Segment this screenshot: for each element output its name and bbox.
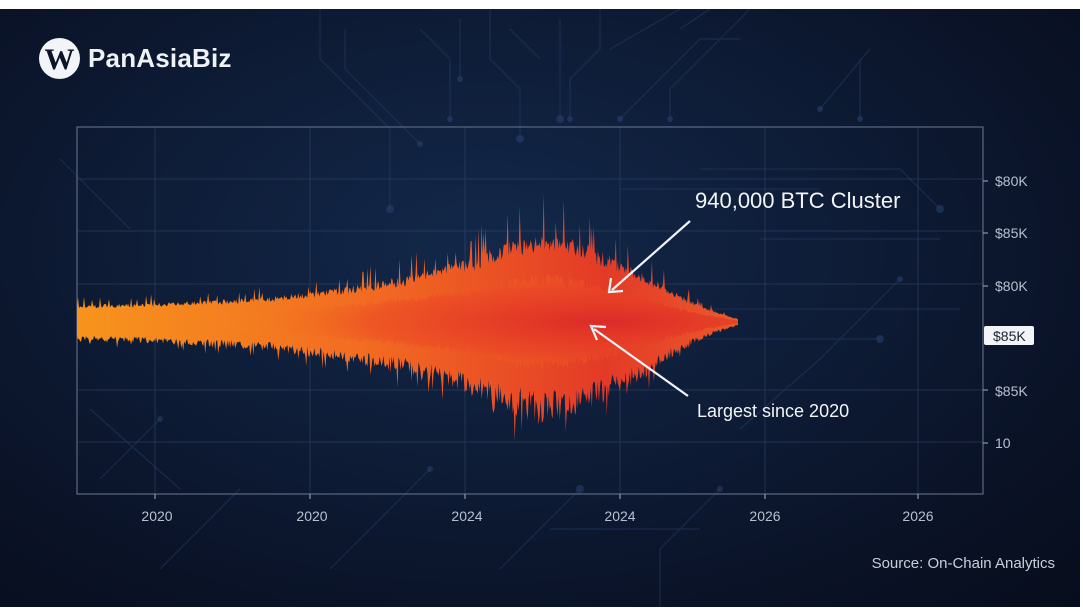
source-credit: Source: On-Chain Analytics	[871, 555, 1055, 572]
annotation-largest: Largest since 2020	[589, 324, 849, 421]
cluster-waveform	[77, 193, 738, 441]
y-tick-label: $85K	[995, 225, 1028, 241]
arrow-down-left-icon	[611, 220, 691, 291]
y-tick-label: $80K	[995, 173, 1028, 189]
x-tick-label: 2026	[902, 508, 933, 524]
y-tick-label: 10	[995, 435, 1011, 451]
waveform-core	[77, 273, 738, 371]
y-tick-label: $80K	[995, 278, 1028, 294]
x-tick-label: 2024	[451, 508, 482, 524]
highlighted-price-label: $85K	[993, 328, 1026, 344]
x-tick-label: 2020	[296, 508, 327, 524]
x-tick-label: 2024	[604, 508, 635, 524]
annotation-cluster: 940,000 BTC Cluster	[607, 188, 900, 294]
x-tick-label: 2026	[749, 508, 780, 524]
arrow-up-left-icon	[593, 328, 689, 397]
annotation-cluster-label: 940,000 BTC Cluster	[695, 188, 900, 213]
x-tick-label: 2020	[141, 508, 172, 524]
y-axis: $80K $85K $80K $85K $85K 10	[983, 173, 1034, 451]
y-tick-label: $85K	[995, 383, 1028, 399]
wordpress-logo-icon: W	[39, 38, 80, 79]
highlighted-price-label-bg	[984, 326, 1034, 345]
circuit-background-pattern	[59, 9, 960, 607]
annotation-largest-label: Largest since 2020	[697, 401, 849, 421]
x-axis: 2020 2020 2024 2024 2026 2026	[141, 494, 934, 524]
brand-name: PanAsiaBiz	[88, 43, 232, 73]
brand-logo: W PanAsiaBiz	[39, 38, 232, 79]
